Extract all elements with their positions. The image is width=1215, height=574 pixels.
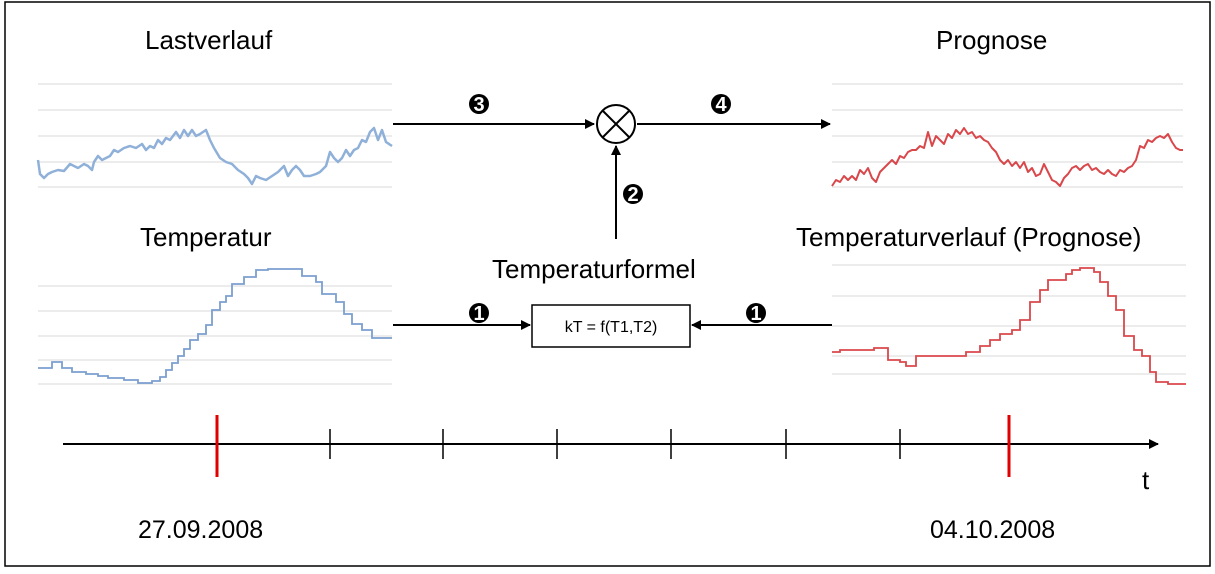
formula-text: kT = f(T1,T2) [565,319,658,336]
temperature-curve [38,268,392,384]
forecast-chart-gridlines [832,83,1183,188]
temperature-title: Temperatur [140,222,272,252]
start-date-label: 27.09.2008 [138,516,263,544]
step-marker-2: 2 [623,184,643,206]
multiplier-icon [596,104,636,144]
timeline-axis-label: t [1142,465,1150,495]
temperature-forecast-title: Temperaturverlauf (Prognose) [796,222,1141,252]
end-date-label: 04.10.2008 [930,516,1055,544]
svg-text:1: 1 [750,303,761,325]
svg-text:3: 3 [473,94,484,116]
svg-text:1: 1 [473,303,484,325]
svg-text:2: 2 [627,184,638,206]
load-curve [36,126,393,186]
temperature-forecast-curve [832,267,1186,385]
load-title: Lastverlauf [145,25,273,55]
temperature-chart-gridlines [38,285,392,385]
formula-box [531,304,691,348]
temperature-formula-title: Temperaturformel [492,254,696,284]
outer-border [4,1,1211,567]
step-marker-4: 4 [711,94,731,116]
step-marker-1-left: 1 [469,303,489,325]
temperature-forecast-chart-gridlines [832,264,1186,375]
forecast-title: Prognose [936,25,1047,55]
svg-text:4: 4 [715,94,727,116]
step-marker-1-right: 1 [746,303,766,325]
step-marker-3: 3 [469,94,489,116]
timeline-ticks [329,429,901,459]
forecast-curve [831,127,1183,187]
load-chart-gridlines [38,83,392,188]
